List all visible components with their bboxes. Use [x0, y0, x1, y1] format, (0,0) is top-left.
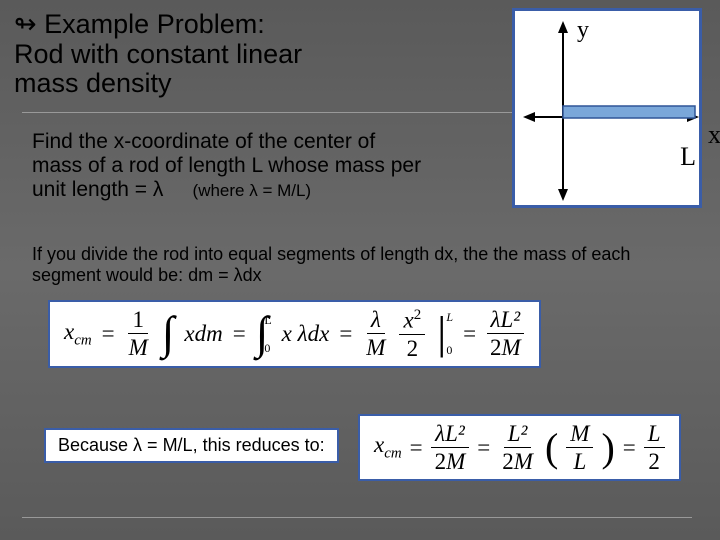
- eq1-t3-dena: M: [366, 335, 385, 360]
- task-line1: Find the x-coordinate of the center of: [32, 130, 452, 154]
- eq1-t3-frac2: x2 2: [399, 308, 425, 360]
- y-label: y: [577, 17, 589, 44]
- header-block: ↬ Example Problem: Rod with constant lin…: [14, 10, 444, 99]
- eq2-t2b-num: M: [570, 421, 589, 446]
- equation-2: xcm = λL² 2M = L² 2M ( M L ) = L 2: [358, 414, 681, 481]
- eq1-integral-2: ∫ L0: [256, 314, 272, 354]
- y-arrow-up-icon: [558, 21, 568, 33]
- diagram-svg: [515, 11, 699, 205]
- eq2-t1: λL² 2M: [431, 422, 470, 473]
- task-line3a: unit length = λ: [32, 178, 163, 201]
- x-arrow-left-icon: [523, 112, 535, 122]
- eq1-t1-body: xdm: [184, 321, 222, 346]
- eq1-term1-frac: 1 M: [125, 308, 152, 359]
- equals-icon: =: [477, 435, 490, 461]
- eq1-t3-frac1: λ M: [362, 308, 389, 359]
- eq2-t2b-den: L: [573, 449, 586, 474]
- x-label: x: [708, 120, 720, 150]
- rod-shape: [563, 106, 695, 118]
- eq2-t2-num: L²: [508, 421, 528, 446]
- slide-title: ↬ Example Problem:: [14, 10, 444, 40]
- eq2-lhs-var: x: [374, 432, 384, 457]
- explain-text: If you divide the rod into equal segment…: [32, 244, 682, 285]
- divider-bottom: [22, 517, 692, 518]
- eq1-int2-hi: L: [264, 314, 271, 326]
- eq1-t3-numb: x: [403, 308, 413, 333]
- eq1-eval-lo: 0: [446, 343, 453, 358]
- lparen-icon: (: [545, 432, 558, 464]
- eq1-eval-bar: | L 0: [435, 310, 453, 358]
- vertical-bar-icon: |: [437, 315, 446, 352]
- eq1-t2-body: x λdx: [282, 321, 330, 346]
- L-label: L: [680, 142, 696, 172]
- equals-icon: =: [623, 435, 636, 461]
- equals-icon: =: [233, 321, 246, 347]
- eq1-t3-numa: λ: [371, 307, 381, 332]
- task-line3: unit length = λ (where λ = M/L): [32, 178, 452, 202]
- rparen-icon: ): [601, 432, 614, 464]
- eq1-t1-num: 1: [128, 308, 148, 334]
- eq1-t4-num: λL²: [491, 307, 521, 332]
- task-text: Find the x-coordinate of the center of m…: [32, 130, 452, 202]
- eq2-t2b: M L: [566, 422, 593, 473]
- eq2-t3-num: L: [648, 421, 661, 446]
- eq1-integral-1: ∫: [162, 315, 175, 352]
- reduce-label: Because λ = M/L, this reduces to:: [44, 428, 339, 463]
- eq1-t3-denb: 2: [403, 335, 423, 360]
- equals-icon: =: [410, 435, 423, 461]
- slide: ↬ Example Problem: Rod with constant lin…: [0, 0, 720, 540]
- eq2-lhs: xcm: [374, 432, 402, 463]
- eq1-eval-hi: L: [446, 310, 453, 324]
- eq1-t3-exp: 2: [414, 307, 421, 323]
- integral-icon: ∫: [162, 315, 175, 352]
- subtitle-line1: Rod with constant linear: [14, 40, 444, 70]
- eq1-lhs: xcm: [64, 319, 92, 350]
- y-arrow-down-icon: [558, 189, 568, 201]
- eq1-lhs-sub: cm: [74, 332, 91, 348]
- subtitle-line2: mass density: [14, 69, 444, 99]
- task-line3b: (where λ = M/L): [193, 181, 312, 200]
- explain-line1: If you divide the rod into equal segment…: [32, 244, 682, 265]
- eq2-t3-den: 2: [644, 448, 664, 473]
- equals-icon: =: [339, 321, 352, 347]
- eq1-int2-lo: 0: [264, 342, 271, 354]
- bullet-icon: ↬: [14, 9, 37, 39]
- eq1-lhs-var: x: [64, 319, 74, 344]
- task-line2: mass of a rod of length L whose mass per: [32, 154, 452, 178]
- equals-icon: =: [463, 321, 476, 347]
- rod-diagram: y: [512, 8, 702, 208]
- equation-1: xcm = 1 M ∫ xdm = ∫ L0 x λdx = λ M x2 2 …: [48, 300, 541, 368]
- eq1-t4-frac: λL² 2M: [486, 308, 525, 359]
- eq2-t2a: L² 2M: [498, 422, 537, 473]
- eq2-t1-num: λL²: [435, 421, 465, 446]
- title-text: Example Problem:: [44, 9, 265, 39]
- eq2-lhs-sub: cm: [384, 446, 401, 462]
- explain-line2: segment would be: dm = λdx: [32, 265, 682, 286]
- eq2-t3: L 2: [644, 422, 665, 473]
- equals-icon: =: [102, 321, 115, 347]
- eq1-t1-den: M: [129, 335, 148, 360]
